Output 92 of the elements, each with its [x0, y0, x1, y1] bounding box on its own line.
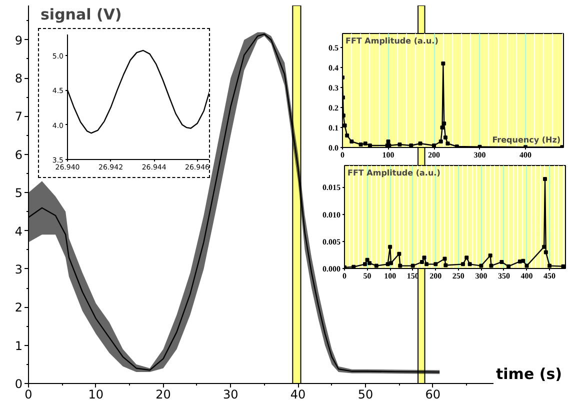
point — [363, 262, 368, 266]
point — [489, 264, 494, 268]
point — [345, 134, 350, 138]
y-tick-label: 3 — [14, 262, 23, 276]
x-tick-label: 400 — [520, 150, 532, 160]
y-tick-label: 0.1 — [328, 124, 338, 132]
point — [542, 244, 546, 249]
point — [544, 250, 548, 254]
y-tick-label: 0.3 — [328, 84, 338, 92]
x-tick-label: 200 — [430, 272, 442, 280]
x-tick-label: 20 — [156, 388, 171, 402]
x-axis-title: time (s) — [496, 364, 562, 385]
y-tick-label: 0.000 — [322, 264, 340, 274]
y-tick-label: 0.5 — [328, 44, 338, 52]
y-tick-label: 7 — [14, 110, 23, 124]
point — [441, 62, 446, 66]
point — [440, 126, 444, 130]
point — [443, 136, 448, 140]
point — [386, 140, 390, 144]
point — [409, 144, 414, 148]
point — [363, 142, 368, 146]
x-tick-label: 30 — [223, 388, 238, 402]
point — [388, 261, 393, 266]
point — [365, 258, 370, 262]
point — [432, 144, 436, 148]
x-tick-label: 100 — [384, 272, 396, 280]
x-tick-label: 250 — [452, 272, 464, 280]
point — [521, 258, 526, 263]
y-tick-label: 0.0 — [328, 144, 338, 152]
point — [342, 124, 347, 128]
point — [479, 264, 484, 268]
x-tick-label: 50 — [363, 272, 372, 280]
y-tick-label: 0.005 — [322, 237, 340, 246]
y-tick-label: 0.015 — [322, 183, 340, 192]
point — [374, 264, 378, 268]
point — [410, 264, 415, 268]
point — [350, 140, 354, 144]
x-axis-title: Frequency (Hz) — [492, 136, 561, 144]
y-axis-title: FFT Amplitude (a.u.) — [348, 168, 440, 178]
x-tick-label: 60 — [425, 388, 440, 402]
x-tick-label: 100 — [382, 150, 394, 160]
point — [548, 264, 552, 268]
y-tick-label: 0.4 — [328, 64, 338, 72]
point — [388, 244, 392, 249]
point — [464, 256, 469, 260]
x-tick-label: 200 — [428, 150, 440, 160]
y-tick-label: 2 — [14, 300, 23, 315]
point — [368, 144, 372, 148]
point — [424, 262, 429, 266]
point — [524, 264, 529, 268]
x-tick-label: 10 — [88, 388, 104, 402]
point — [500, 260, 504, 264]
x-tick-label: 0 — [24, 388, 32, 402]
point — [468, 262, 472, 266]
point — [398, 142, 402, 146]
point — [442, 256, 447, 261]
x-tick-label: 450 — [544, 272, 556, 280]
y-tick-label: 8 — [14, 72, 23, 86]
y-tick-label: 0 — [14, 377, 23, 391]
point — [488, 253, 492, 258]
point — [506, 264, 511, 268]
point — [368, 261, 372, 266]
point — [460, 262, 465, 266]
x-tick-label: 300 — [474, 150, 486, 160]
y-tick-label: 0.010 — [322, 210, 340, 220]
y-tick-label: 0.2 — [328, 104, 338, 112]
point — [422, 256, 426, 260]
point — [358, 142, 363, 146]
x-tick-label: 40 — [290, 388, 306, 402]
y-axis-title: FFT Amplitude (a.u.) — [346, 36, 438, 46]
y-axis-title: signal (V) — [40, 6, 122, 24]
point — [418, 142, 422, 146]
point — [434, 262, 438, 266]
x-tick-label: 350 — [498, 272, 510, 280]
point — [420, 260, 424, 264]
point — [398, 264, 402, 268]
point — [397, 252, 402, 256]
y-tick-label: 9 — [14, 33, 23, 48]
point — [561, 264, 566, 268]
x-tick-label: 400 — [520, 272, 533, 280]
x-tick-label: 50 — [358, 388, 374, 402]
y-tick-label: 5 — [14, 186, 23, 200]
y-tick-label: 1 — [14, 338, 23, 353]
point — [446, 142, 450, 146]
x-tick-label: 0 — [342, 272, 346, 280]
point — [438, 140, 443, 144]
point — [542, 177, 547, 182]
point — [442, 122, 446, 126]
point — [444, 263, 448, 268]
y-tick-label: 6 — [14, 148, 23, 162]
y-tick-label: 4 — [14, 224, 23, 238]
x-tick-label: 300 — [475, 272, 488, 280]
